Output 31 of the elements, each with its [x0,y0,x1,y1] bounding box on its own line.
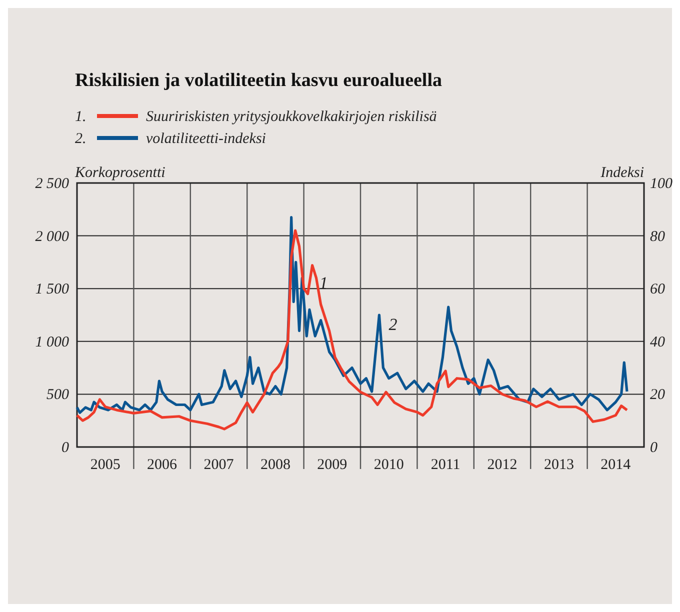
y2-tick-label: 0 [650,440,658,456]
x-tick-label: 2014 [600,457,632,473]
text: 2. [75,131,86,147]
y-tick-label: 2 500 [35,176,70,192]
y-axis-title: Korkoprosentti [74,165,166,181]
y-tick-label: 500 [46,387,70,404]
x-tick-label: 2008 [260,457,290,473]
y-tick-label: 1 000 [35,334,70,350]
y2-tick-label: 80 [650,228,666,245]
y-tick-label: 0 [62,440,70,456]
y-tick-label: 1 500 [35,282,70,298]
annotation: 2 [388,315,398,334]
x-tick-label: 2007 [204,457,234,473]
chart-title: Riskilisien ja volatiliteetin kasvu euroalueella [75,70,442,91]
text: 1. [75,109,86,125]
x-tick-label: 2013 [544,457,574,473]
y2-tick-label: 60 [650,282,666,298]
x-tick-label: 2005 [90,457,120,473]
x-tick-label: 2012 [487,457,518,473]
legend-label: volatiliteetti-indeksi [146,131,266,147]
x-tick-label: 2010 [374,457,404,473]
y2-tick-label: 40 [650,334,666,350]
x-tick-label: 2011 [430,457,460,473]
y2-axis-title: Indeksi [600,165,644,181]
x-tick-label: 2009 [317,457,348,473]
y-tick-label: 2 000 [35,228,70,245]
y2-tick-label: 20 [650,387,666,404]
annotation: 1 [319,274,328,293]
legend-label: Suuririskisten yritysjoukkovelkakirjojen riskilisä [146,109,437,125]
x-tick-label: 2006 [147,457,178,473]
y2-tick-label: 100 [650,176,673,192]
